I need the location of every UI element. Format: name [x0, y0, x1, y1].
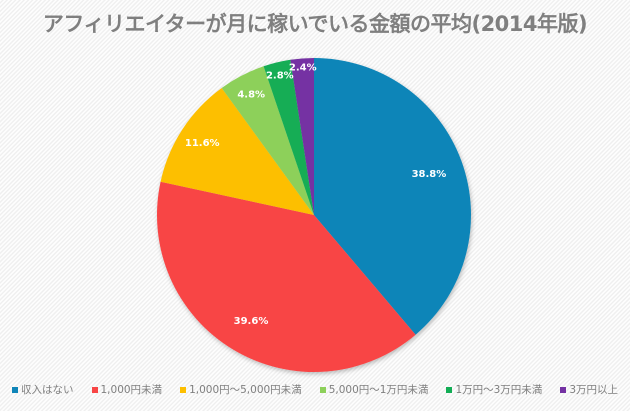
chart-title: アフィリエイターが月に稼いでいる金額の平均(2014年版) — [42, 12, 588, 36]
legend-swatch — [12, 386, 18, 393]
legend-swatch — [91, 386, 98, 393]
legend-item: 1,000円〜5,000円未満 — [180, 382, 302, 397]
pie-slice — [156, 181, 416, 373]
legend-swatch — [560, 386, 567, 393]
legend-label: 1,000円〜5,000円未満 — [189, 384, 302, 396]
data-label: 38.8% — [412, 169, 447, 180]
data-label: 39.6% — [234, 316, 269, 327]
legend-label: 収入はない — [21, 384, 74, 396]
data-label: 11.6% — [185, 138, 220, 149]
legend: 収入はない 1,000円未満 1,000円〜5,000円未満 5,000円〜1万円未満… — [0, 382, 630, 397]
pie-slice — [263, 59, 314, 215]
legend-swatch — [180, 386, 187, 393]
legend-item: 収入はない — [12, 382, 74, 397]
data-label: 2.4% — [289, 62, 317, 73]
legend-item: 1万円〜3万円未満 — [446, 382, 542, 397]
legend-label: 3万円以上 — [569, 384, 618, 396]
data-label: 2.8% — [266, 71, 294, 82]
pie-slice — [314, 58, 472, 335]
legend-swatch — [319, 386, 326, 393]
pie-slice — [221, 66, 314, 215]
legend-item: 5,000円〜1万円未満 — [319, 382, 429, 397]
legend-label: 5,000円〜1万円未満 — [328, 384, 429, 396]
pie-slice — [160, 87, 314, 215]
data-label: 4.8% — [237, 90, 265, 101]
legend-label: 1,000円未満 — [100, 384, 163, 396]
pie-slice — [290, 58, 314, 215]
legend-item: 3万円以上 — [560, 382, 618, 397]
legend-swatch — [446, 386, 453, 393]
legend-label: 1万円〜3万円未満 — [455, 384, 543, 396]
legend-item: 1,000円未満 — [91, 382, 163, 397]
